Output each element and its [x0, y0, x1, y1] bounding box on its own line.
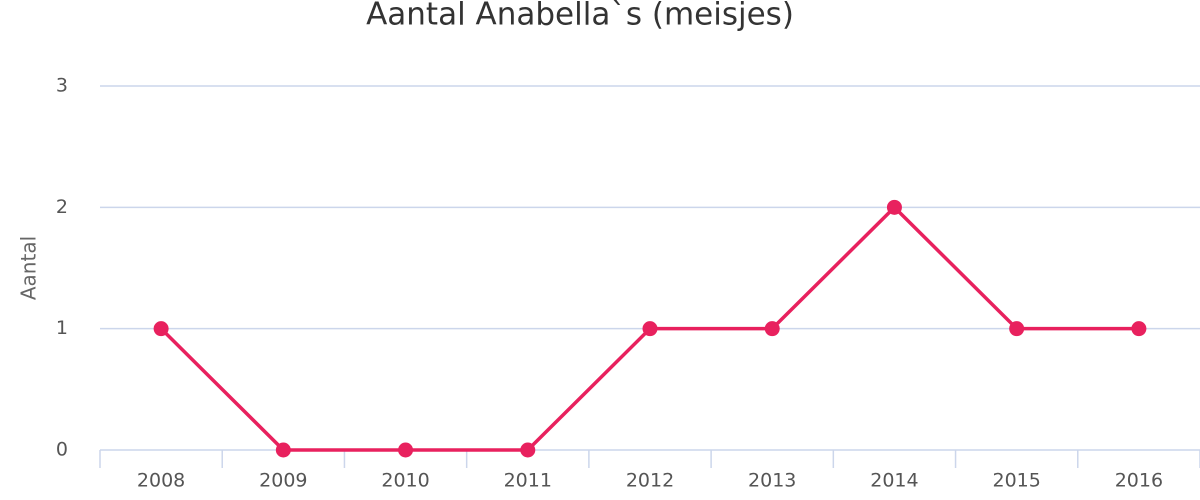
x-tick-label: 2008 [137, 470, 185, 492]
point [886, 199, 902, 215]
point [153, 321, 169, 337]
y-axis-title: Aantal [17, 236, 41, 300]
x-tick-label: 2016 [1115, 470, 1163, 492]
point [520, 442, 536, 458]
point [642, 321, 658, 337]
point [764, 321, 780, 337]
point [1131, 321, 1147, 337]
x-tick-label: 2013 [748, 470, 796, 492]
x-tick-label: 2015 [992, 470, 1040, 492]
y-tick-label: 1 [56, 317, 68, 339]
x-tick-label: 2009 [259, 470, 307, 492]
y-tick-label: 2 [56, 196, 68, 218]
point [398, 442, 414, 458]
point [1009, 321, 1025, 337]
x-tick-label: 2010 [381, 470, 429, 492]
chart-title: Aantal Anabella`s (meisjes) [366, 0, 794, 33]
x-tick-label: 2011 [504, 470, 552, 492]
y-tick-label: 0 [56, 439, 68, 461]
y-tick-label: 3 [56, 75, 68, 97]
x-tick-label: 2012 [626, 470, 674, 492]
point [275, 442, 291, 458]
x-tick-label: 2014 [870, 470, 918, 492]
